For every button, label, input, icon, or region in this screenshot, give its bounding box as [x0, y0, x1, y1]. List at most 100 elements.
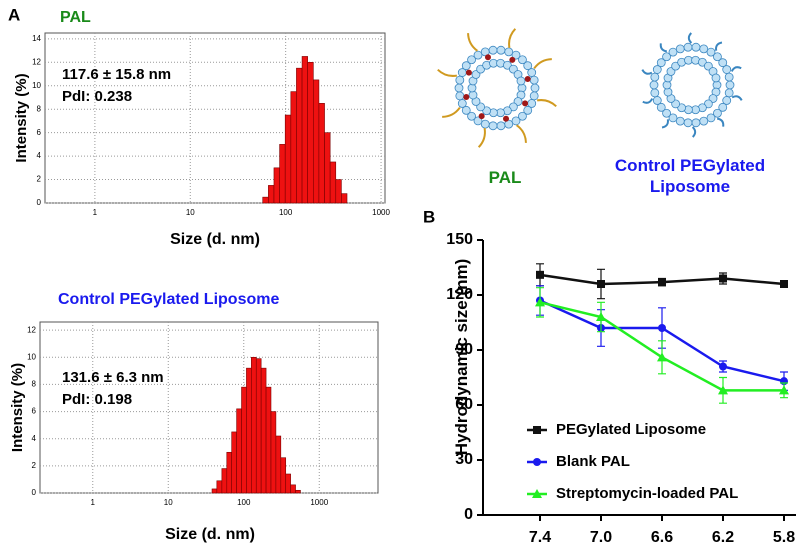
- bar: [260, 367, 267, 494]
- ligand: [524, 75, 531, 82]
- diagram-label: Control PEGylated Liposome: [614, 156, 766, 196]
- x-tick-label: 5.8: [773, 529, 795, 546]
- y-tick-label: 12: [32, 57, 41, 66]
- annotation: 117.6 ± 15.8 nm: [62, 66, 171, 83]
- marker: [657, 352, 667, 362]
- lipid-head: [725, 80, 735, 90]
- y-tick-label: 0: [37, 198, 42, 207]
- bar: [296, 67, 303, 204]
- x-axis-label: Size (d. nm): [170, 231, 260, 248]
- bar: [290, 91, 297, 204]
- ligand: [509, 56, 516, 63]
- ligand: [522, 100, 529, 107]
- y-tick-label: 4: [37, 151, 42, 160]
- lipid-head: [718, 102, 728, 112]
- bar: [221, 468, 228, 494]
- marker: [535, 297, 545, 307]
- peg-chain: [641, 69, 653, 75]
- lipid-head: [529, 75, 539, 85]
- legend-label: Streptomycin-loaded PAL: [556, 485, 738, 502]
- ligand: [463, 94, 470, 101]
- lipid-head: [706, 47, 716, 57]
- legend-label: PEGylated Liposome: [556, 421, 706, 438]
- y-tick-label: 4: [32, 434, 37, 443]
- bar: [280, 457, 287, 494]
- lipid-head: [455, 75, 465, 85]
- lipid-head: [699, 44, 709, 54]
- bar: [318, 103, 325, 204]
- lipid-head: [713, 108, 722, 118]
- peg-chain: [533, 58, 552, 70]
- lipid-head: [722, 65, 732, 74]
- marker: [533, 458, 541, 466]
- lipid-head: [488, 121, 498, 131]
- lipid-head: [706, 113, 716, 123]
- bar: [279, 144, 286, 204]
- y-tick-label: 2: [37, 175, 42, 184]
- panel-label: B: [423, 207, 435, 226]
- y-tick-label: 2: [32, 461, 37, 470]
- bar: [211, 488, 218, 494]
- bar: [284, 114, 292, 204]
- bar: [265, 386, 272, 494]
- y-tick-label: 90: [455, 341, 473, 358]
- bar: [270, 411, 277, 494]
- lipid-head: [722, 96, 732, 105]
- lipid-head: [650, 88, 660, 98]
- lipid-head: [724, 72, 734, 82]
- y-tick-label: 120: [446, 286, 473, 303]
- lipid-head: [461, 105, 471, 115]
- lipid-head: [461, 61, 471, 71]
- y-tick-label: 14: [32, 34, 41, 43]
- lipid-head: [511, 50, 521, 60]
- lipid-head: [683, 118, 693, 128]
- y-tick-label: 10: [32, 81, 41, 90]
- marker: [597, 280, 605, 288]
- marker: [533, 426, 541, 434]
- lipid-head: [473, 116, 483, 126]
- y-axis-label: Hydrodynamic size (nm): [452, 258, 471, 456]
- lipid-head: [662, 52, 671, 62]
- lipid-head: [652, 65, 662, 74]
- x-tick-label: 1000: [310, 498, 328, 507]
- bar: [324, 132, 331, 204]
- lipid-head: [668, 113, 678, 123]
- x-tick-label: 6.2: [712, 529, 734, 546]
- marker: [596, 312, 606, 321]
- marker: [779, 385, 789, 395]
- peg-chain: [442, 106, 461, 118]
- marker: [719, 362, 727, 371]
- x-axis-label: Size (d. nm): [165, 526, 255, 543]
- lipid-head: [711, 73, 721, 83]
- bar: [273, 167, 280, 204]
- lipid-head: [650, 72, 660, 82]
- y-tick-label: 8: [32, 380, 37, 389]
- lipid-head: [662, 108, 671, 118]
- bar: [275, 435, 282, 494]
- lipid-head: [518, 55, 527, 65]
- bar: [231, 431, 237, 494]
- lipid-head: [668, 47, 678, 57]
- bar: [313, 79, 320, 204]
- peg-chain: [691, 126, 697, 138]
- lipid-head: [511, 116, 521, 126]
- x-tick-label: 1000: [372, 208, 390, 217]
- lipid-head: [523, 105, 533, 115]
- y-tick-label: 8: [37, 104, 42, 113]
- ligand: [484, 54, 491, 61]
- y-tick-label: 60: [455, 396, 473, 413]
- peg-chain: [730, 66, 742, 72]
- bar: [307, 62, 314, 204]
- marker: [658, 324, 666, 332]
- ligand: [478, 113, 485, 120]
- bar: [295, 489, 301, 494]
- peg-chain: [467, 33, 479, 52]
- ligand: [503, 115, 510, 122]
- ligand: [465, 69, 472, 76]
- x-tick-label: 10: [164, 498, 173, 507]
- lipid-head: [724, 88, 734, 98]
- bar: [226, 451, 232, 494]
- lipid-head: [699, 116, 709, 126]
- bar: [335, 179, 342, 204]
